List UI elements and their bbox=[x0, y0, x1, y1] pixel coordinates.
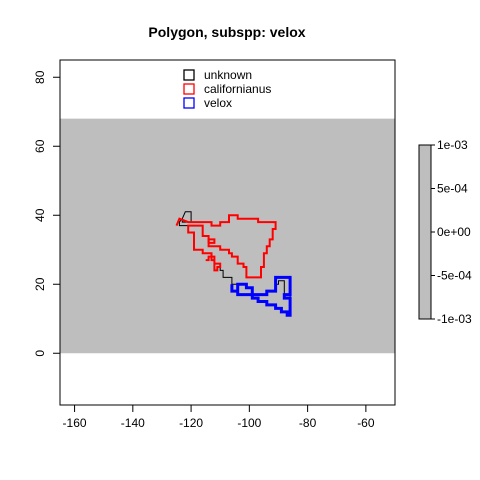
colorbar-label: 5e-04 bbox=[437, 182, 468, 196]
series-californianus-path-1 bbox=[175, 214, 277, 279]
x-axis: -160 -140 -120 -100 -80 -60 bbox=[63, 404, 375, 430]
colorbar-label: -1e-03 bbox=[437, 312, 472, 326]
y-tick-label: 40 bbox=[33, 208, 47, 222]
series-velox-path-3 bbox=[230, 275, 292, 317]
legend-swatch-californianus bbox=[183, 83, 195, 95]
x-tick-label: -100 bbox=[237, 416, 261, 430]
y-axis: 0 20 40 60 80 bbox=[33, 70, 61, 357]
colorbar-label: 0e+00 bbox=[437, 225, 471, 239]
x-tick-label: -160 bbox=[63, 416, 87, 430]
y-tick-label: 0 bbox=[33, 350, 47, 357]
raster-band bbox=[60, 118, 395, 354]
legend-label-californianus: californianus bbox=[204, 82, 271, 96]
x-tick-label: -60 bbox=[357, 416, 375, 430]
y-tick-label: 80 bbox=[33, 70, 47, 84]
legend-label-unknown: unknown bbox=[204, 68, 252, 82]
y-tick-label: 60 bbox=[33, 139, 47, 153]
chart-title: Polygon, subspp: velox bbox=[148, 24, 305, 40]
legend-label-velox: velox bbox=[204, 96, 232, 110]
x-tick-label: -80 bbox=[299, 416, 317, 430]
colorbar-label: -5e-04 bbox=[437, 269, 472, 283]
x-tick-label: -120 bbox=[179, 416, 203, 430]
y-tick-label: 20 bbox=[33, 277, 47, 291]
colorbar-label: 1e-03 bbox=[437, 138, 468, 152]
x-tick-label: -140 bbox=[121, 416, 145, 430]
series-layer bbox=[175, 211, 292, 317]
raster-layer bbox=[60, 118, 395, 354]
colorbar: 1e-03 5e-04 0e+00 -5e-04 -1e-03 bbox=[418, 138, 472, 326]
series-californianus-path-2 bbox=[207, 238, 216, 244]
legend-swatch-unknown bbox=[183, 69, 195, 81]
legend-swatch-velox bbox=[183, 97, 195, 109]
colorbar-bar bbox=[418, 144, 432, 320]
